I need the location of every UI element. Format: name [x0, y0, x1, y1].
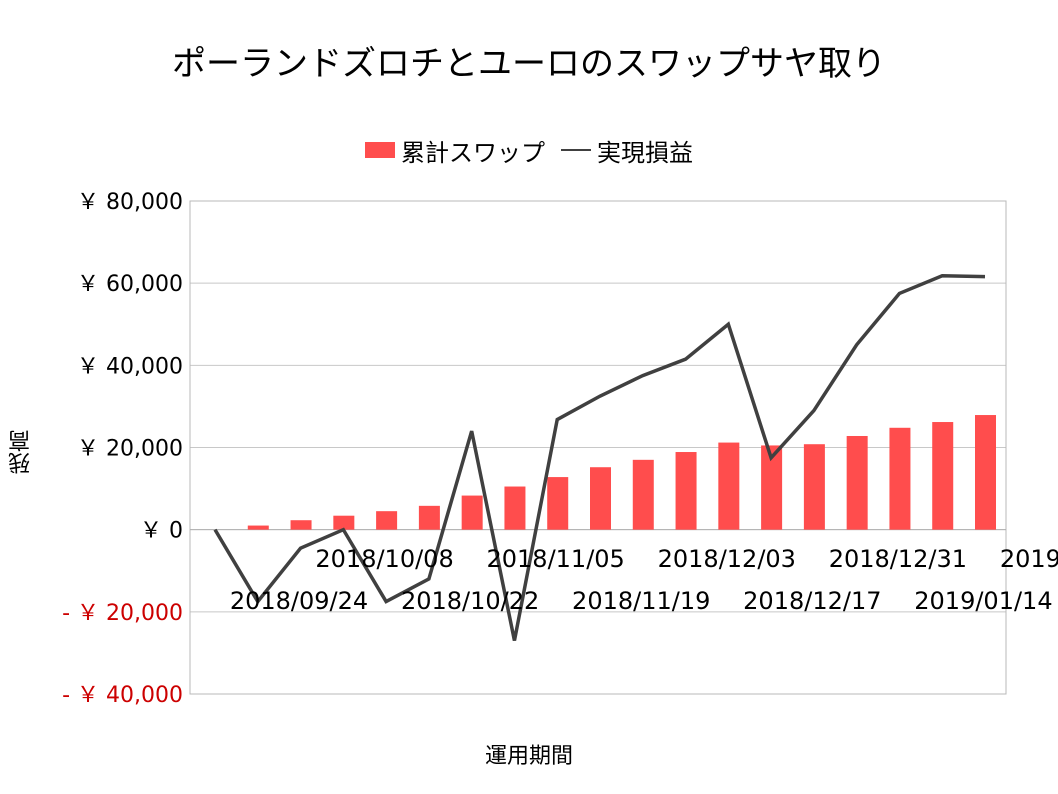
y-tick-label: - ￥ 40,000 [62, 683, 183, 708]
x-tick-label: 2018/10/22 [401, 587, 539, 615]
bar [761, 445, 783, 530]
bar [889, 427, 911, 530]
y-tick-label: ￥ 40,000 [77, 354, 183, 379]
legend: 累計スワップ 実現損益 [0, 130, 1058, 170]
x-tick-label: 2018/11/05 [487, 545, 625, 573]
x-tick-label: 2018/09/24 [230, 587, 368, 615]
x-tick-label: 2018/10/08 [315, 545, 453, 573]
y-tick-label: ￥ 0 [140, 519, 183, 544]
bar [290, 520, 312, 530]
bar [461, 495, 483, 530]
legend-item-line: 実現損益 [561, 133, 693, 168]
bar [504, 486, 526, 530]
x-tick-label: 2018/12/17 [743, 587, 881, 615]
bar [590, 467, 611, 530]
y-tick-label: - ￥ 20,000 [62, 601, 183, 626]
bar [803, 444, 825, 530]
y-tick-label: ￥ 80,000 [77, 190, 183, 215]
bar [975, 415, 996, 530]
chart-title: ポーランドズロチとユーロのスワップサヤ取り [172, 44, 886, 84]
bar [547, 477, 569, 530]
x-tick-label: 2018/11/19 [572, 587, 710, 615]
legend-label-line: 実現損益 [597, 138, 693, 167]
y-tick-label: ￥ 20,000 [77, 437, 183, 462]
bar [333, 515, 355, 530]
bar [418, 505, 440, 530]
bar [675, 452, 697, 530]
legend-item-bar: 累計スワップ [365, 133, 545, 168]
bar [846, 435, 868, 530]
plot-frame [189, 200, 1007, 695]
x-tick-label: 2019/01/28 [1000, 545, 1058, 573]
y-tick-label: ￥ 60,000 [77, 272, 183, 297]
x-axis-label: 運用期間 [484, 744, 573, 769]
bar [247, 525, 269, 530]
x-tick-label: 2018/12/31 [829, 545, 967, 573]
legend-label-bar: 累計スワップ [401, 138, 545, 167]
legend-swatch-line [561, 149, 591, 151]
x-tick-label: 2019/01/14 [914, 587, 1052, 615]
bar [632, 459, 654, 530]
legend-swatch-bar [365, 142, 395, 158]
line-series [213, 274, 986, 641]
bar [932, 422, 954, 530]
x-tick-label: 2018/12/03 [658, 545, 796, 573]
bar [718, 442, 740, 530]
bar [376, 511, 398, 530]
